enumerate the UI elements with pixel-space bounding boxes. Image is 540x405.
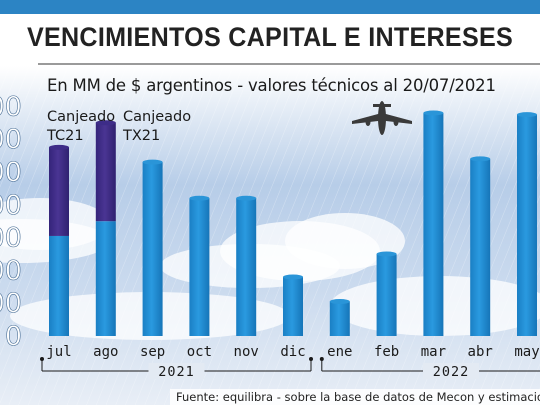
x-tick-label: jul <box>46 344 71 360</box>
swapped-note-tx21-line1: Canjeado <box>123 109 192 125</box>
chart-title: VENCIMIENTOS CAPITAL E INTERESES <box>26 22 514 52</box>
bar-dic <box>283 276 303 336</box>
swapped-note-tc21: Canjeado TC21 <box>47 108 115 146</box>
x-tick-label: feb <box>374 344 399 360</box>
bar-cap-ago <box>95 120 116 126</box>
year-label-2021: 2021 <box>158 364 195 380</box>
chart-subtitle: En MM de $ argentinos - valores técnicos… <box>47 76 496 95</box>
bar-cap-sep <box>142 159 163 165</box>
bar-sep <box>142 162 163 336</box>
swapped-note-tc21-line1: Canjeado <box>47 109 116 125</box>
bar-abr <box>470 158 491 336</box>
top-banner <box>0 0 540 14</box>
bar-ago <box>95 221 116 336</box>
bar-may <box>517 114 537 336</box>
x-tick-label: abr <box>468 344 493 360</box>
y-tick-label: 0 <box>5 321 22 352</box>
bar-ene <box>329 301 350 336</box>
bar-cap-dic <box>283 274 303 280</box>
bar-cap-ene <box>329 299 350 305</box>
timeline-dot <box>319 357 324 361</box>
bar-swapped-segment-ago <box>95 122 116 222</box>
x-tick-label: dic <box>280 344 305 360</box>
year-timeline: 2021 2022 <box>40 357 540 380</box>
bar-cap-jul <box>49 144 69 150</box>
x-tick-label: may <box>514 344 539 360</box>
y-tick-label: 100 <box>0 288 22 319</box>
title-divider <box>38 63 540 65</box>
bar-chart: 0100200300400500600700 jul ago sep oct nov di… <box>0 66 540 405</box>
x-tick-label: oct <box>187 344 212 360</box>
y-tick-label: 700 <box>0 91 22 122</box>
bar-cap-nov <box>236 195 257 201</box>
x-tick-label: mar <box>421 344 446 360</box>
x-tick-label: ene <box>327 344 352 360</box>
bar-feb <box>376 254 397 336</box>
year-label-2022-background <box>423 363 479 379</box>
bars <box>49 110 537 337</box>
bar-swapped-segment-jul <box>49 147 69 236</box>
bar-cap-oct <box>189 195 210 201</box>
timeline-dot <box>40 357 44 361</box>
chart-area: 0100200300400500600700 jul ago sep oct nov di… <box>0 66 540 405</box>
rain-texture <box>0 66 540 405</box>
x-tick-label: nov <box>234 344 259 360</box>
bar-cap-may <box>517 112 537 118</box>
swapped-note-tx21: Canjeado TX21 <box>123 108 191 146</box>
y-tick-label: 500 <box>0 157 22 188</box>
bar-cap-feb <box>376 251 397 257</box>
bar-mar <box>423 112 444 337</box>
bar-nov <box>236 198 257 336</box>
bar-oct <box>189 198 210 336</box>
y-tick-label: 300 <box>0 223 22 254</box>
source-note: Fuente: equilibra - sobre la base de dat… <box>170 389 540 405</box>
timeline-dot <box>309 357 313 361</box>
x-axis-labels: jul ago sep oct nov dic ene feb mar abr may <box>46 344 539 360</box>
y-tick-label: 600 <box>0 124 22 155</box>
airplane-icon <box>352 101 412 135</box>
x-tick-label: ago <box>93 344 118 360</box>
year-label-2021-background <box>148 363 205 379</box>
swapped-note-tc21-line2: TC21 <box>47 128 84 144</box>
x-tick-label: sep <box>140 344 165 360</box>
bar-cap-abr <box>470 156 491 162</box>
bar-jul <box>49 235 69 336</box>
y-axis-tick-labels: 0100200300400500600700 <box>0 91 22 352</box>
year-label-2022: 2022 <box>433 364 470 380</box>
bar-cap-mar <box>423 110 444 116</box>
y-tick-label: 200 <box>0 255 22 286</box>
y-tick-label: 400 <box>0 190 22 221</box>
swapped-note-tx21-line2: TX21 <box>123 128 161 144</box>
